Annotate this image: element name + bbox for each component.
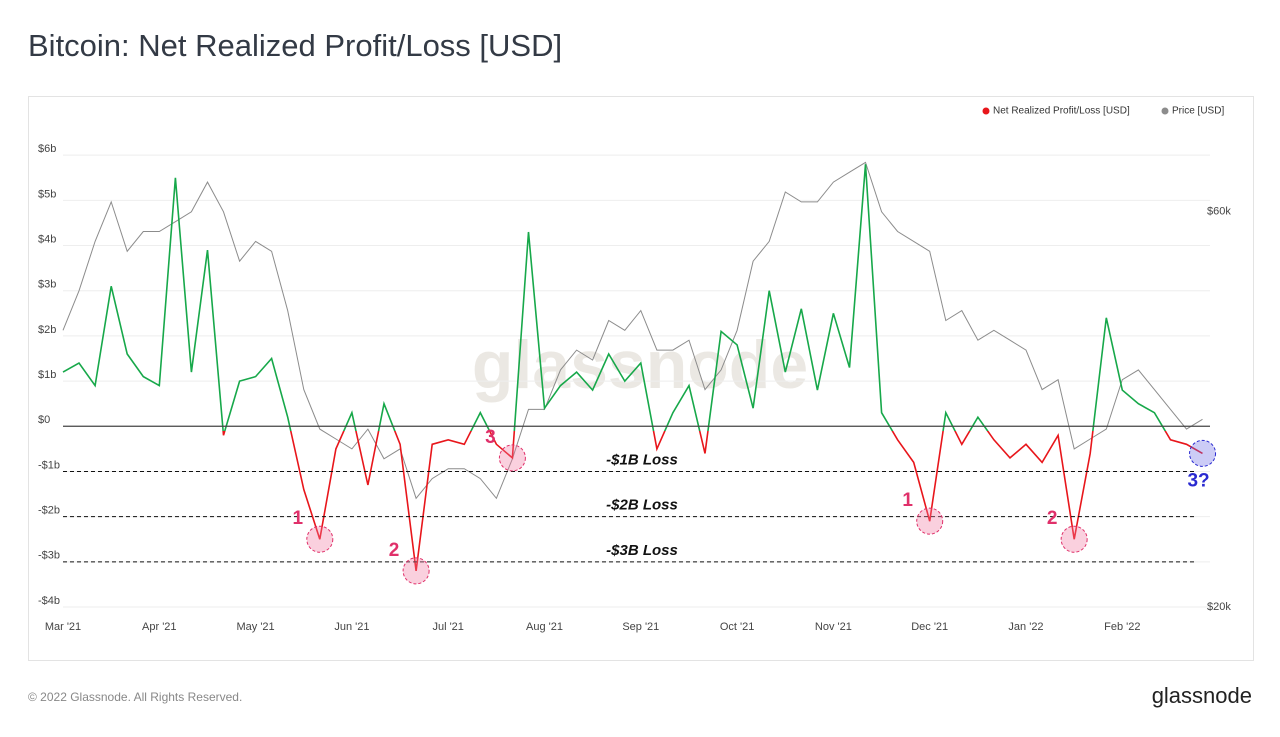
y-tick-label: $0 <box>38 414 50 426</box>
y2-tick-label: $60k <box>1207 206 1231 218</box>
x-tick-label: Jun '21 <box>334 621 369 633</box>
annotation-label: 1 <box>902 490 913 511</box>
price-line <box>62 161 1203 500</box>
profit-line <box>62 164 1167 431</box>
annotation-circle <box>1189 439 1217 467</box>
x-tick-label: Oct '21 <box>720 621 755 633</box>
x-tick-label: Feb '22 <box>1104 621 1140 633</box>
annotation-circle <box>498 444 526 472</box>
reference-label: -$1B Loss <box>606 451 678 468</box>
y-tick-label: -$4b <box>38 595 60 607</box>
x-tick-label: May '21 <box>237 621 275 633</box>
chart-title: Bitcoin: Net Realized Profit/Loss [USD] <box>28 28 562 63</box>
y-tick-label: $1b <box>38 369 56 381</box>
x-tick-label: Dec '21 <box>911 621 948 633</box>
x-tick-label: Apr '21 <box>142 621 177 633</box>
x-tick-label: Jan '22 <box>1008 621 1043 633</box>
y-tick-label: -$2b <box>38 505 60 517</box>
chart-panel <box>28 96 1254 661</box>
legend-marker <box>982 107 990 115</box>
y-tick-label: -$3b <box>38 550 60 562</box>
annotation-circle <box>1060 525 1088 553</box>
reference-label: -$2B Loss <box>606 497 678 514</box>
x-tick-label: Aug '21 <box>526 621 563 633</box>
x-tick-label: Sep '21 <box>622 621 659 633</box>
annotation-label: 1 <box>293 508 304 529</box>
legend-label: Price [USD] <box>1172 106 1224 117</box>
annotation-circle <box>402 557 430 585</box>
x-tick-label: Nov '21 <box>815 621 852 633</box>
loss-line <box>222 431 1203 572</box>
brand-logo: glassnode <box>1152 683 1252 708</box>
y-tick-label: $4b <box>38 233 56 245</box>
reference-label: -$3B Loss <box>606 542 678 559</box>
y-tick-label: $6b <box>38 143 56 155</box>
legend-marker <box>1161 107 1169 115</box>
annotation-circle <box>916 507 944 535</box>
annotation-label: 3? <box>1187 470 1209 491</box>
y-tick-label: $2b <box>38 324 56 336</box>
annotation-circle <box>306 525 334 553</box>
y-tick-label: $3b <box>38 279 56 291</box>
y-tick-label: -$1b <box>38 459 60 471</box>
y2-tick-label: $20k <box>1207 601 1231 613</box>
annotation-label: 3 <box>485 427 496 448</box>
annotation-label: 2 <box>1047 508 1058 529</box>
x-tick-label: Jul '21 <box>432 621 463 633</box>
annotation-label: 2 <box>389 540 400 561</box>
y-tick-label: $5b <box>38 188 56 200</box>
copyright: © 2022 Glassnode. All Rights Reserved. <box>28 690 242 704</box>
legend-label: Net Realized Profit/Loss [USD] <box>993 106 1130 117</box>
x-tick-label: Mar '21 <box>45 621 81 633</box>
